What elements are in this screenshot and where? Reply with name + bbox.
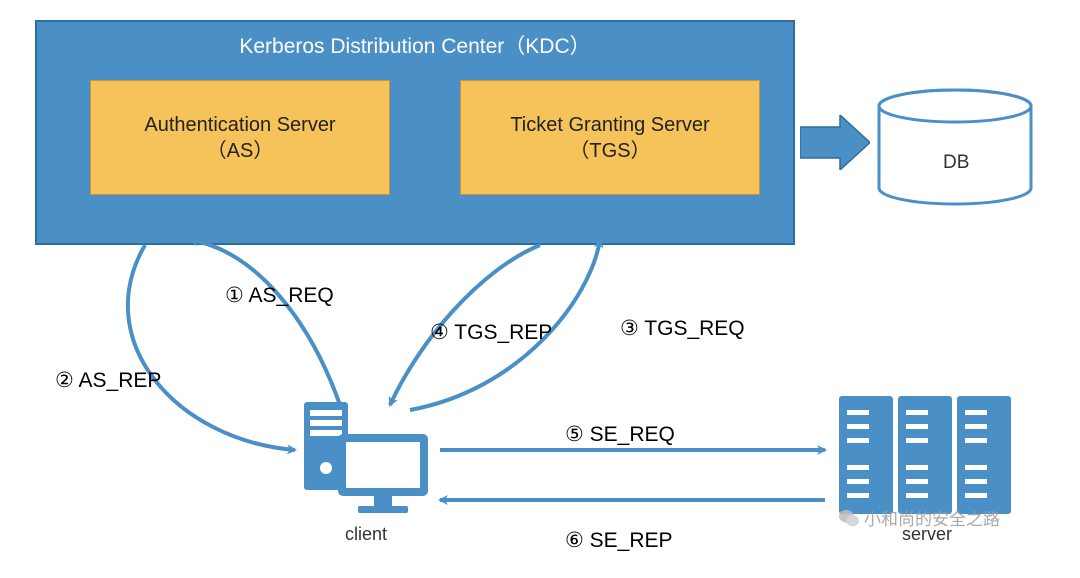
tgs-box: Ticket Granting Server（TGS） <box>460 80 760 195</box>
as-box: Authentication Server（AS） <box>90 80 390 195</box>
db-label: DB <box>943 152 969 174</box>
wechat-icon <box>838 508 860 528</box>
label-se-req: ⑤ SE_REQ <box>565 422 675 447</box>
as-label: Authentication Server（AS） <box>144 112 335 164</box>
db-icon <box>875 88 1035 208</box>
kdc-title: Kerberos Distribution Center（KDC） <box>37 30 793 60</box>
label-tgs-req: ③ TGS_REQ <box>620 316 745 341</box>
label-se-rep: ⑥ SE_REP <box>565 528 673 553</box>
watermark: 小和尚的安全之路 <box>838 505 1000 530</box>
watermark-text: 小和尚的安全之路 <box>864 505 1000 530</box>
client-label: client <box>345 524 387 545</box>
label-as-req: ① AS_REQ <box>225 283 334 308</box>
tgs-label: Ticket Granting Server（TGS） <box>510 112 709 164</box>
client-icon <box>300 398 435 523</box>
label-tgs-rep: ④ TGS_REP <box>430 320 552 345</box>
kdc-to-db-arrow-icon <box>800 115 870 170</box>
label-as-rep: ② AS_REP <box>55 368 161 393</box>
